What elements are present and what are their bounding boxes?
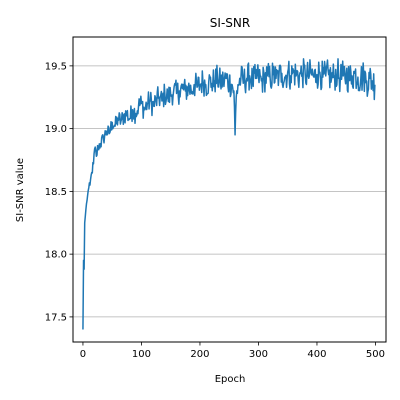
x-axis: 0 100 200 300 400 500 (80, 342, 385, 360)
y-tick-label: 17.5 (45, 312, 67, 323)
series-group (82, 58, 376, 330)
plot-area-frame (72, 36, 387, 343)
y-axis: 17.5 18.0 18.5 19.0 19.5 (45, 61, 73, 323)
y-tick-label: 19.5 (45, 61, 67, 72)
chart-title: SI-SNR (210, 16, 250, 30)
x-tick-label: 0 (80, 349, 86, 360)
y-tick-label: 18.5 (45, 187, 67, 198)
x-tick-label: 100 (132, 349, 151, 360)
x-axis-label: Epoch (215, 374, 246, 385)
x-tick-label: 200 (190, 349, 209, 360)
x-tick-label: 400 (307, 349, 326, 360)
y-tick-label: 18.0 (45, 250, 67, 261)
y-tick-label: 19.0 (45, 124, 67, 135)
x-tick-label: 500 (366, 349, 385, 360)
x-tick-label: 300 (249, 349, 268, 360)
series-line (82, 58, 376, 330)
gridlines (73, 65, 386, 318)
y-axis-label: SI-SNR value (15, 158, 26, 222)
